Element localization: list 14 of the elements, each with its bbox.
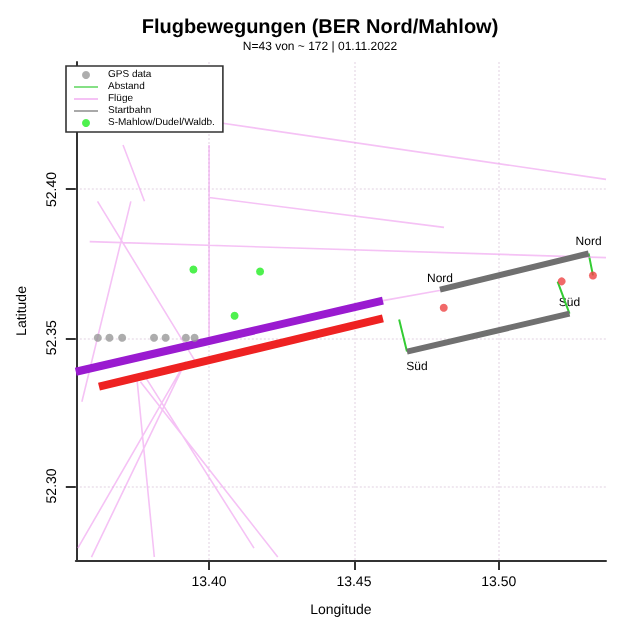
point <box>93 333 102 342</box>
point <box>190 333 199 342</box>
point <box>105 333 114 342</box>
chart-title: Flugbewegungen (BER Nord/Mahlow) <box>141 17 499 39</box>
point <box>439 303 448 312</box>
point <box>150 333 159 342</box>
point <box>181 333 190 342</box>
point <box>230 311 239 320</box>
point <box>256 267 265 276</box>
point <box>557 277 566 286</box>
point <box>161 333 170 342</box>
point <box>189 265 198 274</box>
point <box>118 333 127 342</box>
point <box>588 271 597 280</box>
